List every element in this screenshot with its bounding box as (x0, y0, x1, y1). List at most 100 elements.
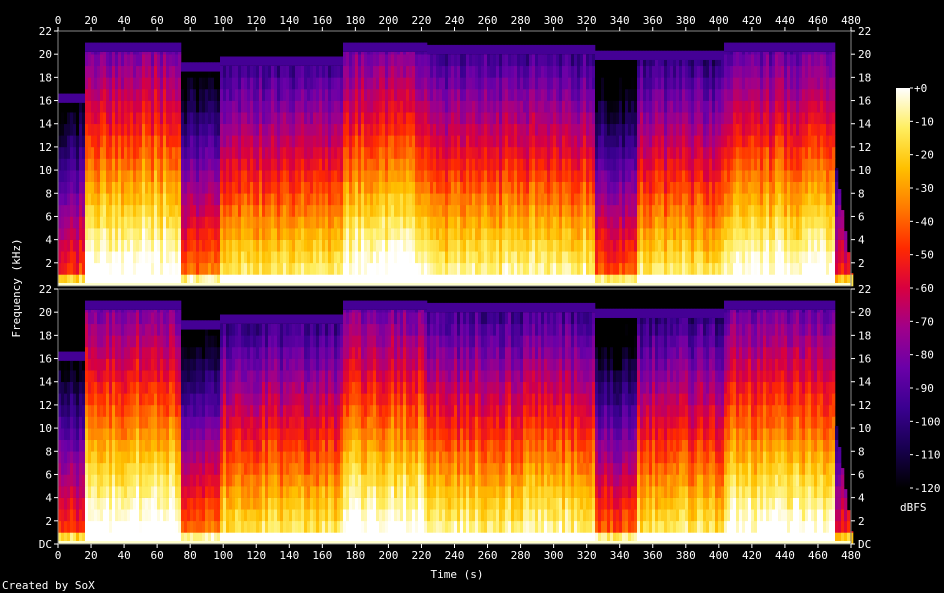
spectral-bin (583, 88, 587, 101)
spectral-bin (169, 204, 173, 217)
spectral-bin (85, 65, 89, 78)
spectral-bin (490, 228, 494, 240)
spectral-bin (370, 88, 374, 101)
spectral-bin (556, 158, 560, 171)
spectral-bin (484, 77, 488, 90)
cutoff-edge (640, 50, 644, 60)
cutoff-edge (436, 44, 440, 55)
spectral-bin (88, 158, 92, 171)
spectral-bin (325, 100, 329, 113)
spectral-bin (367, 100, 371, 113)
spectral-bin (355, 77, 359, 90)
spectral-bin (742, 100, 746, 113)
spectral-bin (442, 65, 446, 78)
spectral-bin (94, 135, 98, 148)
spectral-bin (541, 262, 545, 275)
spectral-bin (631, 193, 635, 206)
spectral-bin (673, 100, 677, 113)
spectral-bin (178, 112, 182, 125)
spectral-bin (436, 216, 440, 229)
spectral-bin (478, 77, 482, 90)
spectral-bin (241, 123, 245, 136)
spectral-bin (301, 88, 305, 101)
spectral-bin (502, 54, 506, 67)
cutoff-edge (301, 56, 305, 66)
spectral-bin (169, 65, 173, 78)
spectral-bin (613, 239, 617, 252)
spectral-bin (604, 158, 608, 171)
spectral-bin (412, 181, 416, 194)
spectral-bin (325, 274, 329, 287)
spectral-bin (241, 88, 245, 101)
spectral-bin (205, 181, 209, 194)
spectral-bin (694, 193, 698, 206)
spectral-bin (343, 228, 347, 240)
spectral-bin (190, 88, 194, 101)
spectral-bin (661, 88, 665, 101)
spectral-bin (250, 262, 254, 275)
spectral-bin (646, 135, 650, 148)
spectral-bin (433, 54, 437, 67)
spectral-bin (427, 204, 431, 217)
spectral-bin (595, 204, 599, 217)
cutoff-edge (367, 42, 371, 52)
spectral-bin (349, 77, 353, 90)
spectral-bin (205, 158, 209, 171)
spectral-bin (406, 158, 410, 171)
spectral-bin (388, 274, 392, 287)
spectral-bin (109, 228, 113, 240)
spectral-bin (130, 51, 134, 55)
spectral-bin (154, 251, 158, 264)
spectral-bin (667, 251, 671, 264)
spectral-bin (118, 228, 122, 240)
spectral-bin (100, 54, 104, 67)
spectral-bin (748, 239, 752, 252)
spectral-bin (136, 274, 140, 287)
spectral-bin (577, 274, 581, 287)
spectral-bin (172, 262, 176, 275)
spectral-bin (616, 239, 620, 252)
spectral-bin (574, 274, 578, 287)
spectral-bin (640, 274, 644, 287)
spectral-bin (286, 251, 290, 264)
spectral-bin (376, 54, 380, 67)
spectral-bin (427, 239, 431, 252)
spectral-bin (361, 112, 365, 125)
spectral-bin (715, 77, 719, 90)
spectral-bin (751, 228, 755, 240)
spectral-bin (202, 146, 206, 159)
spectral-bin (487, 170, 491, 182)
spectral-bin (439, 112, 443, 125)
spectral-bin (337, 65, 341, 78)
spectral-bin (592, 274, 596, 287)
spectral-bin (169, 54, 173, 67)
spectral-bin (181, 216, 185, 229)
spectral-bin (226, 216, 230, 229)
spectral-bin (424, 65, 428, 78)
spectral-bin (766, 262, 770, 275)
spectral-bin (274, 146, 278, 159)
spectral-bin (277, 123, 281, 136)
spectral-bin (349, 100, 353, 113)
cutoff-edge (694, 50, 698, 60)
spectral-bin (634, 274, 638, 287)
cutoff-edge (754, 42, 758, 52)
spectral-bin (712, 123, 716, 136)
spectral-bin (160, 146, 164, 159)
spectral-bin (535, 88, 539, 101)
spectral-bin (604, 59, 608, 67)
spectral-bin (385, 51, 389, 55)
spectral-bin (211, 88, 215, 101)
spectral-bin (277, 158, 281, 171)
spectral-bin (436, 274, 440, 287)
spectral-bin (394, 239, 398, 252)
spectral-bin (562, 251, 566, 264)
spectral-bin (598, 146, 602, 159)
spectral-bin (511, 274, 515, 287)
spectral-bin (355, 88, 359, 101)
spectral-bin (145, 54, 149, 67)
spectral-bin (268, 123, 272, 136)
spectral-bin (247, 262, 251, 275)
spectral-bin (247, 228, 251, 240)
spectral-bin (88, 77, 92, 90)
